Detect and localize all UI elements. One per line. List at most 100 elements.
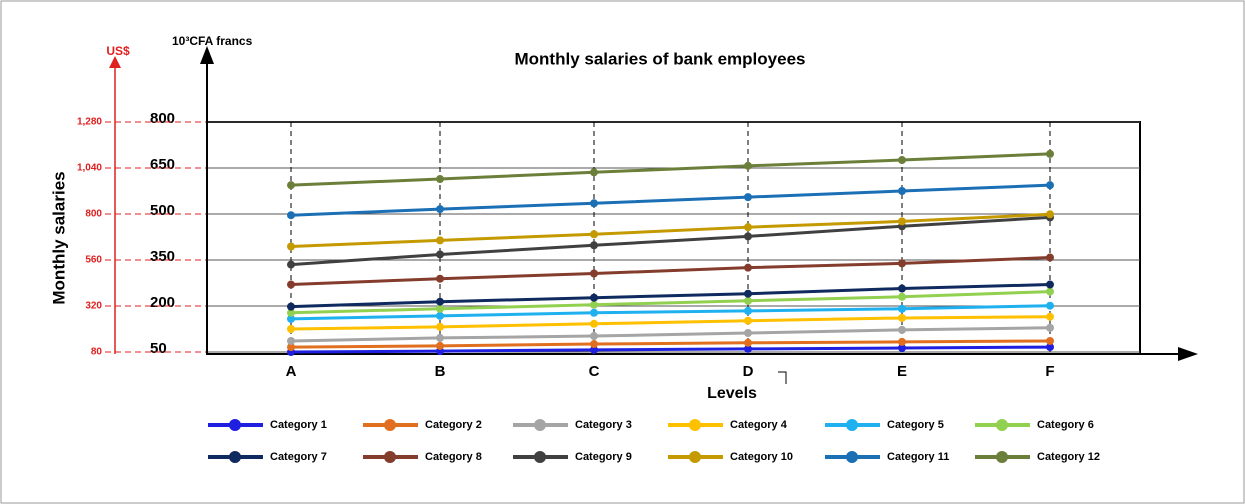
point — [436, 297, 444, 306]
point — [898, 292, 906, 301]
point — [590, 319, 598, 328]
series-line — [290, 315, 1051, 331]
series-line — [290, 283, 1051, 309]
point — [744, 344, 752, 353]
point — [590, 300, 598, 309]
series-line — [290, 152, 1051, 187]
legend-label: Category 5 — [887, 419, 944, 431]
legend-marker — [229, 451, 241, 463]
series-line — [290, 290, 1051, 315]
point — [287, 181, 295, 190]
series-line — [290, 339, 1051, 349]
point — [744, 316, 752, 325]
point — [744, 223, 752, 232]
point — [898, 337, 906, 346]
legend-marker — [996, 419, 1008, 431]
legend-label: Category 12 — [1037, 451, 1100, 463]
point — [744, 161, 752, 170]
point — [744, 306, 752, 315]
point — [898, 344, 906, 353]
point — [436, 236, 444, 245]
point — [590, 168, 598, 177]
point — [287, 325, 295, 333]
legend-marker — [534, 451, 546, 463]
point — [744, 328, 752, 337]
point — [898, 187, 906, 195]
point — [898, 259, 906, 268]
legend-marker — [689, 419, 701, 431]
series-line — [290, 212, 1051, 249]
point — [287, 242, 295, 251]
point — [898, 217, 906, 226]
point — [744, 263, 752, 272]
point — [744, 232, 752, 241]
x-axis-label: Levels — [707, 385, 757, 402]
point — [436, 341, 444, 350]
y2-tick-label: 320 — [85, 301, 102, 312]
point — [1046, 323, 1054, 332]
legend-label: Category 10 — [730, 451, 793, 463]
point — [1046, 253, 1054, 262]
y2-tick-label: 800 — [85, 209, 102, 220]
point — [436, 304, 444, 313]
point — [898, 313, 906, 322]
legend-marker — [846, 451, 858, 463]
y-tick-label: 500 — [150, 202, 175, 219]
y-arrow — [200, 46, 214, 64]
point — [1046, 287, 1054, 296]
x-tick-label: C — [589, 363, 600, 380]
point — [287, 343, 295, 352]
legend-label: Category 4 — [730, 419, 788, 431]
point — [287, 302, 295, 311]
series-line — [290, 304, 1051, 321]
legend-marker — [229, 419, 241, 431]
x-tick-label: A — [286, 363, 297, 380]
point — [287, 211, 295, 220]
x-tick-label: D — [743, 363, 754, 380]
legend-label: Category 11 — [887, 451, 949, 463]
point — [744, 338, 752, 347]
legend-marker — [384, 451, 396, 463]
point — [287, 314, 295, 323]
point — [436, 274, 444, 283]
point — [287, 308, 295, 317]
legend-label: Category 8 — [425, 451, 482, 463]
point — [898, 284, 906, 293]
y-unit-label: 10³CFA francs — [172, 34, 253, 48]
point — [287, 260, 295, 269]
point — [287, 336, 295, 345]
point — [590, 340, 598, 349]
y-tick-label: 200 — [150, 294, 175, 311]
legend-label: Category 3 — [575, 419, 632, 431]
point — [1046, 181, 1054, 190]
series-line — [290, 326, 1051, 343]
point — [287, 280, 295, 289]
legend-marker — [384, 419, 396, 431]
legend-marker — [846, 419, 858, 431]
y2-tick-label: 1,040 — [77, 163, 102, 174]
point — [436, 205, 444, 214]
point — [436, 333, 444, 342]
point — [1046, 336, 1054, 345]
point — [1046, 312, 1054, 321]
point — [898, 325, 906, 334]
point — [1046, 149, 1054, 158]
point — [436, 250, 444, 259]
point — [744, 193, 752, 202]
y-tick-label: 800 — [150, 110, 175, 127]
legend-label: Category 6 — [1037, 419, 1094, 431]
legend-marker — [534, 419, 546, 431]
legend-label: Category 1 — [270, 419, 327, 431]
x-tick-label: F — [1045, 363, 1054, 380]
point — [590, 345, 598, 354]
point — [1046, 301, 1054, 310]
x-tick-label: E — [897, 363, 907, 380]
legend-marker — [689, 451, 701, 463]
y-axis-label: Monthly salaries — [49, 171, 68, 304]
y2-tick-label: 80 — [91, 347, 103, 358]
point — [590, 241, 598, 250]
point — [1046, 280, 1054, 289]
point — [590, 308, 598, 317]
legend-marker — [996, 451, 1008, 463]
